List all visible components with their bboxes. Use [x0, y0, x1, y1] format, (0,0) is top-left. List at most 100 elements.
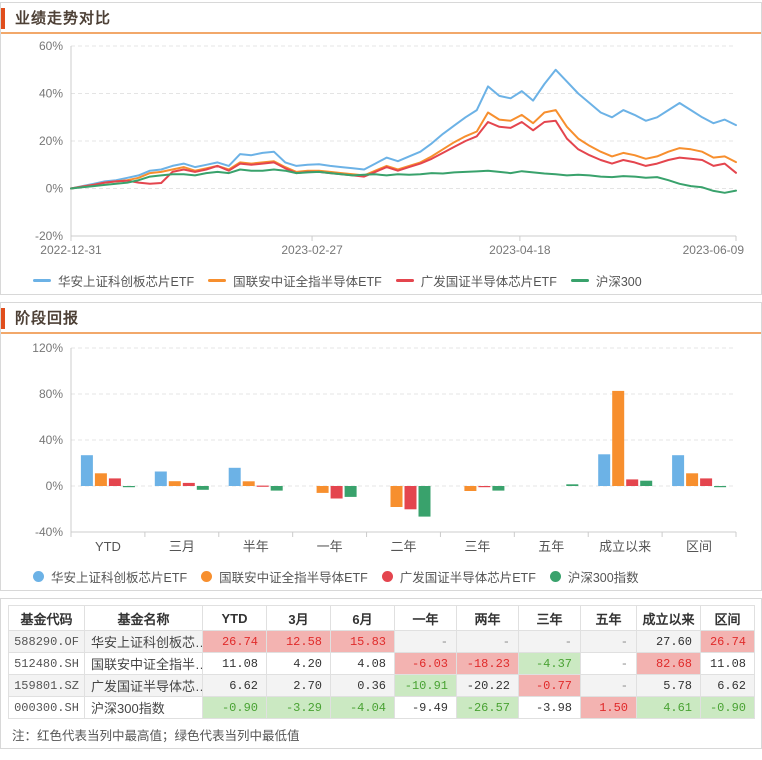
bar-3-三年: [478, 486, 491, 488]
table-note: 注：红色代表当列中最高值；绿色代表当列中最低值: [12, 729, 300, 743]
legend-line-icon: [570, 278, 589, 282]
legend-line-icon: [208, 278, 227, 282]
value-cell: 1.50: [580, 696, 637, 719]
value-cell: -0.90: [700, 696, 755, 719]
value-cell: -: [580, 674, 637, 697]
y-axis-tick: -40%: [35, 525, 63, 539]
y-axis-tick: 0%: [46, 479, 64, 493]
legend-item-3[interactable]: 广发国证半导体芯片ETF: [381, 567, 536, 586]
column-header: 三年: [518, 605, 581, 631]
legend-item-1[interactable]: 华安上证科创板芯片ETF: [33, 271, 194, 290]
value-cell: 4.20: [266, 652, 331, 675]
table-header-row: 基金代码 基金名称 YTD 3月 6月 一年 两年 三年 五年 成立以来 区间: [8, 605, 755, 631]
value-cell: -18.23: [456, 652, 519, 675]
value-cell: 0.36: [330, 674, 395, 697]
bar-4-区间: [714, 486, 727, 488]
trend-section: 业绩走势对比 60% 40% 20% 0% -20% 2022-12-31 2023-02-…: [0, 2, 762, 295]
y-axis-tick: 60%: [39, 39, 63, 53]
legend-item-3[interactable]: 广发国证半导体芯片ETF: [395, 271, 557, 290]
legend-label: 沪深300指数: [567, 570, 639, 585]
value-cell: 11.08: [700, 652, 755, 675]
column-header: 6月: [330, 605, 395, 631]
bar-2-三月: [168, 481, 181, 486]
y-axis-tick: 20%: [39, 134, 63, 148]
bar-2-区间: [686, 473, 699, 486]
bar-category-label: 区间: [686, 539, 712, 554]
value-cell: -: [456, 630, 519, 653]
bar-3-成立以来: [626, 479, 639, 486]
column-header: 区间: [700, 605, 755, 631]
column-header: 五年: [580, 605, 637, 631]
returns-section-header: 阶段回报: [1, 303, 761, 334]
bar-3-三月: [182, 482, 195, 486]
y-axis-tick: 120%: [32, 341, 63, 355]
bar-2-半年: [242, 481, 255, 486]
legend-item-2[interactable]: 国联安中证全指半导体ETF: [208, 271, 382, 290]
bar-1-区间: [672, 455, 685, 486]
y-axis-tick: -20%: [35, 229, 63, 243]
bar-category-label: 成立以来: [599, 539, 651, 554]
table-row: 512480.SH 国联安中证全指半… 11.08 4.20 4.08 -6.03 -18.…: [8, 652, 755, 675]
bar-4-五年: [566, 484, 579, 486]
value-cell: -6.03: [394, 652, 457, 675]
legend-item-4[interactable]: 沪深300指数: [549, 567, 639, 586]
legend-circle-icon: [549, 570, 561, 582]
bar-category-label: 半年: [243, 539, 269, 554]
value-cell: 11.08: [202, 652, 267, 675]
value-cell: -20.22: [456, 674, 519, 697]
value-cell: 4.61: [636, 696, 701, 719]
value-cell: -9.49: [394, 696, 457, 719]
value-cell: 6.62: [202, 674, 267, 697]
bar-category-label: YTD: [95, 539, 121, 554]
value-cell: 6.62: [700, 674, 755, 697]
x-axis-tick: 2023-06-09: [683, 243, 745, 257]
value-cell: -0.90: [202, 696, 267, 719]
trend-section-title: 业绩走势对比: [15, 10, 112, 27]
value-cell: 27.60: [636, 630, 701, 653]
legend-item-1[interactable]: 华安上证科创板芯片ETF: [33, 567, 187, 586]
y-axis-tick: 40%: [39, 433, 63, 447]
x-axis-tick: 2022-12-31: [40, 243, 102, 257]
fund-code-cell: 588290.OF: [8, 630, 85, 653]
y-axis-tick: 0%: [46, 182, 64, 196]
line-series-3: [70, 119, 737, 190]
bar-4-三年: [492, 486, 505, 491]
bar-category-label: 二年: [390, 539, 416, 554]
value-cell: 2.70: [266, 674, 331, 697]
value-cell: 26.74: [202, 630, 267, 653]
legend-item-4[interactable]: 沪深300: [570, 271, 642, 290]
value-cell: -4.04: [330, 696, 395, 719]
value-cell: -3.29: [266, 696, 331, 719]
bar-3-区间: [700, 478, 713, 486]
legend-label: 国联安中证全指半导体ETF: [233, 274, 382, 289]
returns-section-title: 阶段回报: [15, 310, 80, 327]
column-header: 3月: [266, 605, 331, 631]
bar-1-三月: [154, 471, 167, 486]
bar-2-一年: [316, 486, 329, 493]
bar-category-label: 五年: [538, 539, 564, 554]
value-cell: -4.37: [518, 652, 581, 675]
legend-item-2[interactable]: 国联安中证全指半导体ETF: [201, 567, 368, 586]
bar-4-三月: [196, 486, 209, 490]
bar-3-半年: [256, 485, 269, 487]
value-cell: -: [580, 630, 637, 653]
x-axis-tick: 2023-02-27: [281, 243, 343, 257]
value-cell: 26.74: [700, 630, 755, 653]
fund-code-cell: 512480.SH: [8, 652, 85, 675]
accent-bar-icon: [1, 8, 5, 29]
legend-line-icon: [33, 278, 51, 282]
legend-label: 华安上证科创板芯片ETF: [51, 570, 188, 585]
value-cell: -10.91: [394, 674, 457, 697]
legend-label: 广发国证半导体芯片ETF: [399, 570, 536, 585]
value-cell: 15.83: [330, 630, 395, 653]
bar-2-成立以来: [612, 390, 625, 486]
legend-circle-icon: [33, 570, 44, 582]
value-cell: -: [580, 652, 637, 675]
bar-4-半年: [270, 486, 283, 491]
bar-category-label: 三年: [464, 539, 490, 554]
bar-4-成立以来: [640, 480, 653, 486]
value-cell: 82.68: [636, 652, 701, 675]
value-cell: -: [394, 630, 457, 653]
fund-name-cell: 国联安中证全指半…: [84, 652, 203, 675]
